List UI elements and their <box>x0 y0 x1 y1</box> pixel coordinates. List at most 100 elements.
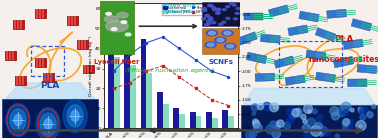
Bar <box>242 105 376 138</box>
Circle shape <box>307 118 316 128</box>
Circle shape <box>277 120 284 127</box>
Circle shape <box>319 126 327 135</box>
Text: (Efficient nucleation agents): (Efficient nucleation agents) <box>125 68 215 73</box>
Circle shape <box>203 9 207 11</box>
Circle shape <box>215 12 220 14</box>
Legend: Isothermal, Ethanol 99%, Tensile strength (MPa), NYP (kg m⁻³ s⁻¹ Pa⁻¹): Isothermal, Ethanol 99%, Tensile strengt… <box>162 5 236 15</box>
Circle shape <box>217 38 224 42</box>
Circle shape <box>71 110 79 121</box>
Bar <box>179 114 185 128</box>
Bar <box>361 24 378 30</box>
Circle shape <box>121 21 127 23</box>
Bar <box>141 39 147 128</box>
Bar <box>257 58 276 62</box>
Circle shape <box>317 115 323 121</box>
Circle shape <box>40 113 56 135</box>
Circle shape <box>206 20 211 22</box>
Bar <box>114 57 120 128</box>
Bar <box>316 53 335 56</box>
Bar <box>163 104 169 128</box>
Circle shape <box>318 125 323 131</box>
Circle shape <box>125 33 131 36</box>
Bar <box>212 118 218 128</box>
Bar <box>295 77 314 80</box>
Circle shape <box>104 16 118 23</box>
Circle shape <box>330 107 339 116</box>
Circle shape <box>303 119 307 124</box>
Circle shape <box>201 18 206 20</box>
Circle shape <box>263 102 271 111</box>
Circle shape <box>222 21 226 23</box>
Bar <box>174 108 179 128</box>
Circle shape <box>335 134 339 138</box>
Circle shape <box>343 125 348 130</box>
Bar <box>344 58 363 63</box>
Bar <box>195 116 201 128</box>
Circle shape <box>205 42 216 48</box>
Circle shape <box>215 37 226 43</box>
Bar <box>268 5 289 17</box>
Bar <box>343 56 362 61</box>
Circle shape <box>63 99 87 132</box>
Circle shape <box>44 119 52 130</box>
Bar <box>124 19 130 128</box>
Bar <box>244 13 263 20</box>
Bar <box>157 92 163 128</box>
Bar <box>265 78 284 80</box>
Circle shape <box>290 114 296 119</box>
Bar <box>147 73 152 128</box>
Circle shape <box>270 103 279 112</box>
Circle shape <box>249 131 257 138</box>
Bar <box>316 57 335 60</box>
Bar <box>336 10 356 12</box>
Circle shape <box>324 129 330 135</box>
Circle shape <box>284 122 290 129</box>
Circle shape <box>349 119 353 123</box>
Bar <box>279 6 297 11</box>
Y-axis label: Overall migration (mg kg⁻¹): Overall migration (mg kg⁻¹) <box>89 35 93 96</box>
Circle shape <box>212 22 216 24</box>
Bar <box>343 39 363 49</box>
Circle shape <box>205 14 209 16</box>
Circle shape <box>367 112 373 118</box>
Circle shape <box>211 6 215 9</box>
Bar <box>247 32 265 39</box>
Circle shape <box>202 7 206 10</box>
Bar <box>77 40 88 49</box>
Bar <box>296 79 314 82</box>
Circle shape <box>287 108 296 117</box>
Text: Mixed acid
hydrolysis: Mixed acid hydrolysis <box>162 3 195 14</box>
Circle shape <box>112 28 117 30</box>
Bar <box>202 2 240 26</box>
Bar <box>255 73 275 81</box>
Bar <box>325 36 343 43</box>
Bar <box>309 16 328 20</box>
Circle shape <box>202 9 206 11</box>
Bar <box>348 79 367 87</box>
Circle shape <box>233 18 237 20</box>
Bar <box>315 28 336 41</box>
Circle shape <box>209 5 213 7</box>
Circle shape <box>344 121 353 131</box>
Circle shape <box>336 107 346 117</box>
Bar <box>337 14 356 16</box>
Bar <box>351 19 372 31</box>
Bar <box>357 80 376 81</box>
Circle shape <box>222 9 226 11</box>
Bar <box>14 76 26 84</box>
Circle shape <box>207 43 214 47</box>
Circle shape <box>332 112 339 120</box>
Bar <box>367 67 378 69</box>
Text: PLA: PLA <box>40 81 60 90</box>
Circle shape <box>10 109 26 131</box>
Circle shape <box>297 108 301 112</box>
Circle shape <box>313 109 317 114</box>
Circle shape <box>320 133 323 136</box>
Circle shape <box>308 110 311 113</box>
Bar <box>285 75 305 85</box>
Bar <box>270 40 290 43</box>
Circle shape <box>232 4 236 6</box>
Circle shape <box>6 104 30 137</box>
Circle shape <box>208 5 212 7</box>
Circle shape <box>372 104 376 109</box>
